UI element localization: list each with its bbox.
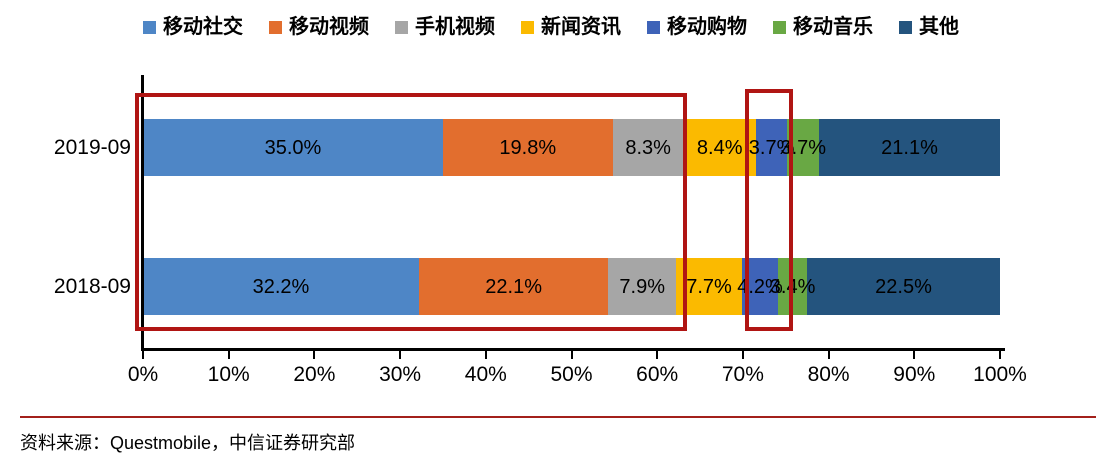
bar-segment-value-label: 19.8% — [499, 136, 557, 159]
bar-segment-value-label: 35.0% — [264, 136, 322, 159]
legend-swatch — [143, 20, 156, 34]
legend-item: 移动社交 — [143, 17, 243, 37]
x-axis-tick-label: 50% — [550, 363, 593, 386]
bar-segment: 22.1% — [418, 258, 609, 315]
legend-item: 其他 — [899, 17, 959, 37]
x-axis-tick-label: 70% — [721, 363, 764, 386]
bar-row-2019-09: 2019-09 35.0% 19.8% 8.3% 8.4% 3.7% 3.7% 21.1% — [54, 119, 1000, 176]
x-axis-tick-mark — [570, 350, 573, 359]
bar-segment-value-label: 3.7% — [748, 136, 795, 159]
bar-segment: 35.0% — [143, 119, 443, 176]
legend-item-label: 新闻资讯 — [541, 16, 621, 38]
plot-area: 2019-09 35.0% 19.8% 8.3% 8.4% 3.7% 3.7% 21.1% … — [54, 75, 1027, 386]
x-axis-tick-label: 90% — [893, 363, 936, 386]
legend-item-label: 其他 — [919, 16, 959, 38]
x-axis-tick-mark — [399, 350, 402, 359]
bar-segment: 3.7% — [749, 119, 794, 176]
legend-swatch — [773, 20, 786, 34]
footer-divider — [20, 416, 1096, 418]
bar-2019-09: 35.0% 19.8% 8.3% 8.4% 3.7% 3.7% 21.1% — [143, 119, 1000, 176]
highlight-box-mobile-shopping — [744, 89, 793, 331]
x-axis-tick-label: 80% — [807, 363, 850, 386]
legend: 移动社交 移动视频 手机视频 新闻资讯 移动购物 移动音乐 其他 — [0, 17, 1102, 37]
category-label-2018-09: 2018-09 — [53, 274, 131, 298]
bar-segment-value-label: 7.9% — [619, 275, 665, 298]
x-axis-tick-label: 20% — [293, 363, 336, 386]
x-axis-tick-label: 100% — [973, 363, 1027, 386]
bar-segment-value-label: 22.5% — [875, 275, 932, 298]
bar-segment: 8.3% — [612, 119, 684, 176]
category-label-2019-09: 2019-09 — [53, 135, 131, 159]
x-axis-tick-mark — [142, 350, 144, 359]
y-axis-line — [141, 75, 144, 350]
bar-segment-value-label: 4.2% — [737, 275, 783, 298]
source-note: 资料来源：Questmobile，中信证券研究部 — [20, 433, 356, 453]
legend-item-label: 手机视频 — [415, 16, 495, 38]
legend-item: 移动音乐 — [773, 17, 873, 37]
bar-segment-value-label: 22.1% — [485, 275, 542, 298]
x-axis-tick-mark — [313, 350, 316, 359]
bar-segment: 8.4% — [683, 119, 756, 176]
x-axis-tick-mark — [999, 350, 1001, 359]
x-axis-tick-label: 30% — [379, 363, 422, 386]
x-axis-tick-label: 40% — [464, 363, 507, 386]
legend-item: 移动视频 — [269, 17, 369, 37]
x-axis-tick-mark — [484, 350, 487, 359]
x-axis-tick-mark — [913, 350, 916, 359]
x-axis-tick-label: 10% — [207, 363, 250, 386]
legend-item: 移动购物 — [647, 17, 747, 37]
legend-item-label: 移动购物 — [667, 16, 747, 38]
bar-segment: 22.5% — [807, 258, 1000, 315]
x-axis-line — [141, 348, 1005, 351]
bar-segment-value-label: 8.4% — [696, 136, 743, 159]
legend-swatch — [269, 20, 282, 34]
x-axis-tick-label: 0% — [127, 363, 159, 386]
x-axis-tick-mark — [227, 350, 230, 359]
legend-item: 新闻资讯 — [521, 17, 621, 37]
bar-segment: 7.9% — [608, 258, 677, 315]
legend-swatch — [899, 20, 912, 34]
legend-item-label: 移动视频 — [289, 16, 369, 38]
x-axis-tick-mark — [741, 350, 744, 359]
legend-swatch — [395, 20, 408, 34]
x-axis-tick-mark — [656, 350, 659, 359]
bar-segment-value-label: 7.7% — [686, 275, 732, 298]
x-axis-tick-label: 60% — [636, 363, 679, 386]
bar-segment: 19.8% — [442, 119, 613, 176]
bar-segment-value-label: 21.1% — [881, 136, 938, 159]
bar-segment-value-label: 32.2% — [252, 275, 310, 298]
bar-segment: 32.2% — [143, 258, 419, 315]
legend-item-label: 移动音乐 — [793, 16, 873, 38]
x-axis-tick-mark — [827, 350, 830, 359]
legend-swatch — [521, 20, 534, 34]
legend-swatch — [647, 20, 660, 34]
bar-segment-value-label: 8.3% — [625, 136, 671, 159]
bar-segment: 21.1% — [819, 119, 1000, 176]
highlight-box-left-segments — [135, 93, 688, 331]
legend-item-label: 移动社交 — [163, 16, 243, 38]
legend-item: 手机视频 — [395, 17, 495, 37]
